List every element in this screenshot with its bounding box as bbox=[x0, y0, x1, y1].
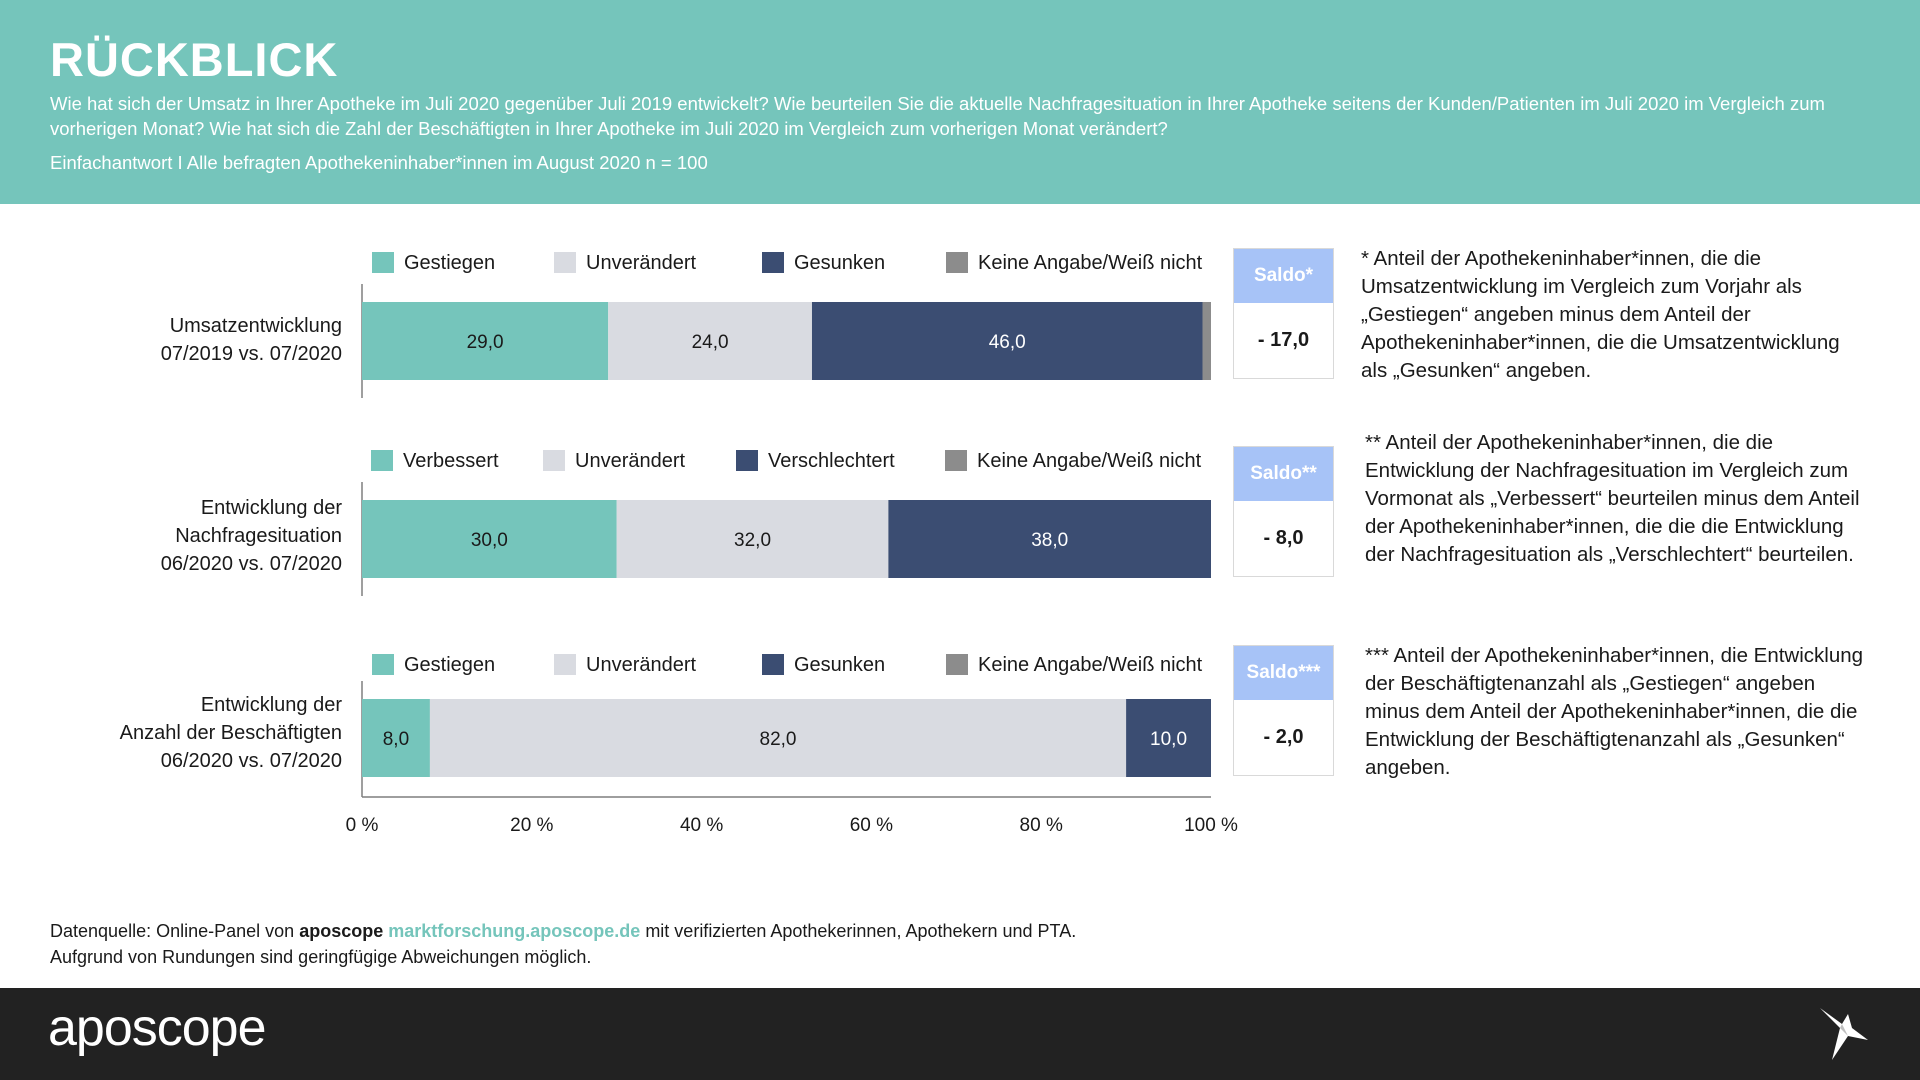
category-label-2: Entwicklung der Nachfragesituation 06/20… bbox=[160, 497, 342, 575]
bar-label-row2-2: 32,0 bbox=[734, 530, 771, 551]
bar-segment-row2-2 bbox=[616, 500, 889, 578]
legend-label: Unverändert bbox=[575, 450, 686, 472]
legend-swatch bbox=[543, 450, 565, 471]
legend-item-1: Gestiegen bbox=[372, 251, 495, 275]
page-title: RÜCKBLICK bbox=[50, 33, 339, 86]
legend-swatch bbox=[762, 252, 784, 273]
saldo-box-2: Saldo** - 8,0 bbox=[1233, 446, 1334, 577]
bar-label-row2-3: 38,0 bbox=[1031, 530, 1068, 551]
chart-bars-svg: 29,0 24,0 46,0 30,0 32,0 38,0 8,0 82,0 10,0 bbox=[361, 284, 1211, 798]
legend-swatch bbox=[945, 450, 967, 471]
legend-swatch bbox=[946, 654, 968, 675]
legend-item-4: Keine Angabe/Weiß nicht bbox=[945, 449, 1201, 473]
legend-label: Keine Angabe/Weiß nicht bbox=[978, 654, 1203, 676]
footnote-1: * Anteil der Apothekeninhaber*innen, die… bbox=[1361, 247, 1840, 382]
legend-item-2: Unverändert bbox=[543, 449, 685, 473]
legend-row-1: Gestiegen Unverändert Gesunken Keine Angabe… bbox=[0, 251, 1920, 275]
saldo-header: Saldo* bbox=[1234, 249, 1333, 303]
bar-segment-row2-1 bbox=[362, 500, 617, 578]
saldo-box-3: Saldo*** - 2,0 bbox=[1233, 645, 1334, 776]
bar-segment-row1-4 bbox=[1202, 302, 1211, 380]
footnote-2: ** Anteil der Apothekeninhaber*innen, di… bbox=[1365, 431, 1860, 566]
legend-swatch bbox=[372, 654, 394, 675]
legend-item-1: Gestiegen bbox=[372, 653, 495, 677]
saldo-header: Saldo*** bbox=[1234, 646, 1333, 700]
x-tick-label: 40 % bbox=[679, 815, 724, 836]
legend-row-3: Gestiegen Unverändert Gesunken Keine Angabe… bbox=[0, 653, 1920, 677]
x-tick-label: 0 % bbox=[345, 815, 379, 836]
x-tick-label: 100 % bbox=[1184, 815, 1238, 836]
bar-segment-row3-3 bbox=[1126, 699, 1211, 777]
bar-label-row3-1: 8,0 bbox=[383, 729, 409, 750]
legend-item-4: Keine Angabe/Weiß nicht bbox=[946, 653, 1202, 677]
legend-item-3: Gesunken bbox=[762, 653, 885, 677]
legend-item-2: Unverändert bbox=[554, 653, 696, 677]
bird-logo-icon bbox=[1820, 1008, 1868, 1060]
legend-label: Verschlechtert bbox=[768, 450, 895, 472]
saldo-value: - 8,0 bbox=[1263, 527, 1304, 549]
legend-swatch bbox=[736, 450, 758, 471]
saldo-value: - 17,0 bbox=[1257, 329, 1310, 351]
legend-swatch bbox=[762, 654, 784, 675]
source-brand: aposcope bbox=[299, 921, 384, 941]
stacked-bar-chart: 29,0 24,0 46,0 30,0 32,0 38,0 8,0 82,0 10,0 Gest… bbox=[0, 204, 1920, 854]
legend-swatch bbox=[554, 654, 576, 675]
bar-segment-row3-1 bbox=[362, 699, 430, 777]
legend-swatch bbox=[946, 252, 968, 273]
legend-label: Verbessert bbox=[403, 450, 499, 472]
category-label-3: Entwicklung der Anzahl der Beschäftigten… bbox=[119, 694, 342, 772]
legend-row-2: Verbessert Unverändert Verschlechtert Keine… bbox=[0, 449, 1920, 473]
legend-label: Gesunken bbox=[794, 654, 886, 676]
x-tick-label: 80 % bbox=[1019, 815, 1063, 836]
bar-segment-row3-2 bbox=[429, 699, 1127, 777]
bar-label-row2-1: 30,0 bbox=[471, 530, 508, 551]
source-suffix: mit verifizierten Apothekerinnen, Apothe… bbox=[645, 921, 1077, 941]
saldo-header: Saldo** bbox=[1234, 447, 1333, 501]
legend-item-3: Verschlechtert bbox=[736, 449, 895, 473]
footer-brand-logo: aposcope bbox=[48, 999, 267, 1057]
footer-bar: aposcope bbox=[0, 988, 1920, 1080]
bar-segment-row1-3 bbox=[811, 302, 1203, 380]
legend-swatch bbox=[371, 450, 393, 471]
legend-label: Gestiegen bbox=[404, 654, 496, 676]
legend-item-1: Verbessert bbox=[371, 449, 499, 473]
legend-label: Unverändert bbox=[586, 654, 697, 676]
survey-question: Wie hat sich der Umsatz in Ihrer Apothek… bbox=[50, 93, 1825, 139]
bar-segment-row2-3 bbox=[888, 500, 1211, 578]
bar-segment-row1-1 bbox=[362, 302, 609, 380]
survey-subtitle: Einfachantwort I Alle befragten Apotheke… bbox=[50, 152, 708, 173]
legend-swatch bbox=[372, 252, 394, 273]
category-label-1: Umsatzentwicklung 07/2019 vs. 07/2020 bbox=[160, 315, 342, 365]
bar-segment-row1-2 bbox=[608, 302, 812, 380]
bar-label-row1-3: 46,0 bbox=[989, 332, 1026, 353]
source-url[interactable]: marktforschung.aposcope.de bbox=[388, 921, 641, 941]
legend-item-3: Gesunken bbox=[762, 251, 885, 275]
x-tick-label: 60 % bbox=[849, 815, 894, 836]
x-tick-label: 20 % bbox=[510, 815, 554, 836]
saldo-value: - 2,0 bbox=[1263, 726, 1304, 748]
saldo-box-1: Saldo* - 17,0 bbox=[1233, 248, 1334, 379]
legend-item-2: Unverändert bbox=[554, 251, 696, 275]
legend-label: Gesunken bbox=[794, 252, 886, 274]
bar-label-row1-1: 29,0 bbox=[467, 332, 504, 353]
footnote-3: *** Anteil der Apothekeninhaber*innen, d… bbox=[1365, 644, 1864, 779]
legend-label: Unverändert bbox=[586, 252, 697, 274]
legend-label: Keine Angabe/Weiß nicht bbox=[978, 252, 1203, 274]
rounding-note: Aufgrund von Rundungen sind geringfügige… bbox=[50, 947, 592, 967]
bar-label-row3-3: 10,0 bbox=[1150, 729, 1187, 750]
legend-item-4: Keine Angabe/Weiß nicht bbox=[946, 251, 1202, 275]
legend-swatch bbox=[554, 252, 576, 273]
legend-label: Gestiegen bbox=[404, 252, 496, 274]
source-prefix: Datenquelle: Online-Panel von bbox=[50, 921, 295, 941]
bar-label-row3-2: 82,0 bbox=[760, 729, 797, 750]
data-source: Datenquelle: Online-Panel von aposcope m… bbox=[50, 918, 1076, 970]
header-banner: RÜCKBLICK Wie hat sich der Umsatz in Ihr… bbox=[0, 0, 1920, 204]
bar-label-row1-2: 24,0 bbox=[692, 332, 729, 353]
legend-label: Keine Angabe/Weiß nicht bbox=[977, 450, 1202, 472]
